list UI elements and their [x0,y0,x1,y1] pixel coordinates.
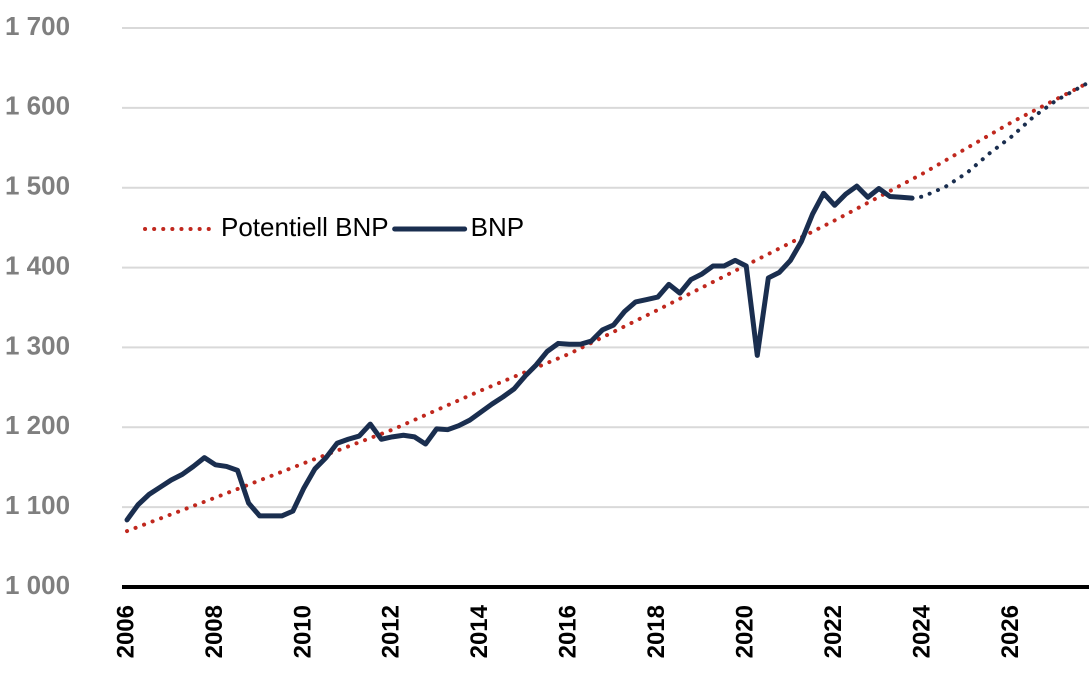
x-tick-label: 2020 [732,605,759,658]
y-tick-label: 1 100 [5,490,70,520]
y-tick-label: 1 200 [5,410,70,440]
y-tick-label: 1 700 [5,11,70,41]
x-tick-label: 2018 [643,605,670,658]
x-tick-label: 2012 [378,605,405,658]
series-line [125,80,1089,534]
legend-label: Potentiell BNP [221,212,389,242]
x-tick-label: 2024 [908,604,935,658]
legend-label: BNP [471,212,524,242]
y-tick-label: 1 000 [5,570,70,600]
y-tick-label: 1 600 [5,91,70,121]
x-tick-label: 2006 [112,605,139,658]
y-tick-label: 1 400 [5,250,70,280]
x-tick-label: 2016 [555,605,582,658]
x-tick-label: 2014 [466,604,493,658]
y-tick-label: 1 500 [5,171,70,201]
x-tick-label: 2022 [820,605,847,658]
y-tick-label: 1 300 [5,330,70,360]
x-tick-label: 2008 [201,605,228,658]
series-line [124,183,915,523]
series-line [910,80,1089,201]
x-tick-label: 2026 [997,605,1024,658]
x-tick-label: 2010 [289,605,316,658]
